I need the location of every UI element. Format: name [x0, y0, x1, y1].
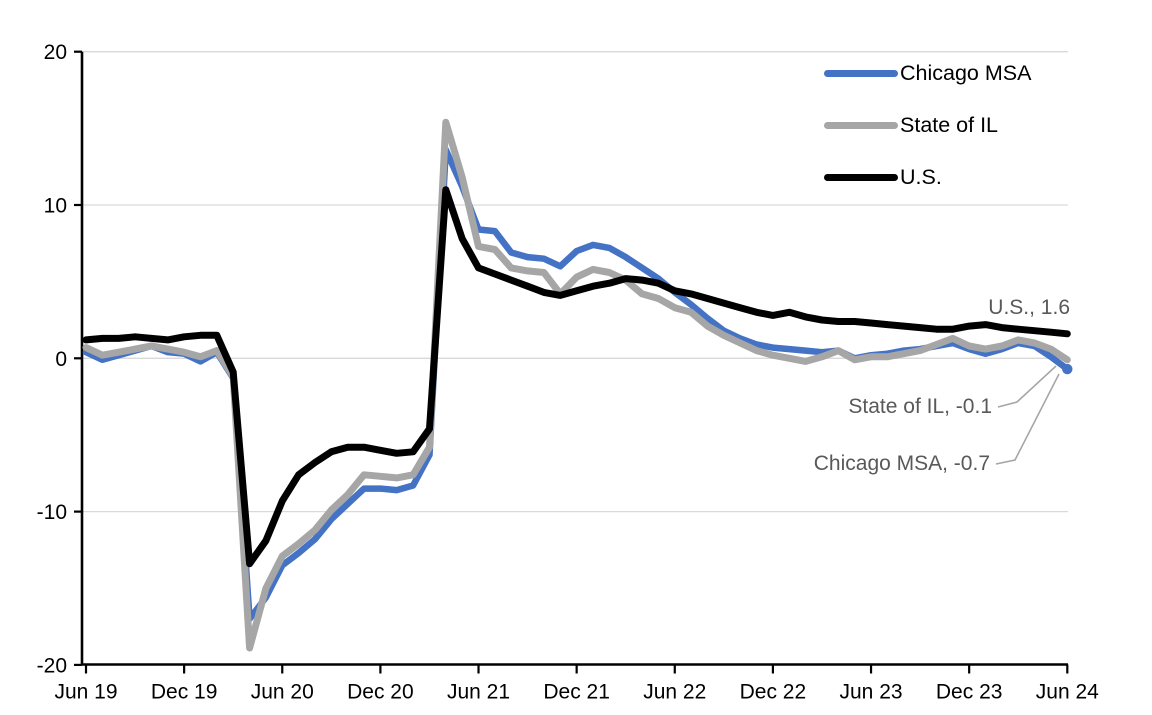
x-tick-label-dec-23: Dec 23 [936, 681, 1003, 704]
x-tick-label-jun-20: Jun 20 [251, 681, 314, 704]
x-tick-label-jun-24: Jun 24 [1036, 681, 1099, 704]
series-line-u-s [82, 186, 1071, 568]
leader-line-state-of-il [997, 365, 1057, 408]
x-tick-label-dec-22: Dec 22 [740, 681, 807, 704]
legend-item-chicago-msa: Chicago MSA [824, 56, 1031, 90]
y-tick-label-20: 20 [44, 41, 67, 64]
legend-item-state-of-il: State of IL [824, 108, 1031, 142]
x-tick-label-jun-19: Jun 19 [54, 681, 117, 704]
x-tick-label-jun-23: Jun 23 [840, 681, 903, 704]
legend-item-us: U.S. [824, 160, 1031, 194]
y-tick-label-10: 10 [44, 195, 67, 218]
x-tick-label-jun-22: Jun 22 [643, 681, 706, 704]
legend-line-sample-us [824, 173, 898, 181]
y-tick-label--20: -20 [37, 654, 67, 677]
annotation-state-of-il-final-value: State of IL, -0.1 [848, 395, 992, 418]
leader-line-chicago-msa [995, 373, 1060, 465]
x-tick-label-dec-20: Dec 20 [347, 681, 414, 704]
legend-line-sample-state-of-il [824, 121, 898, 129]
chart-legend: Chicago MSA State of IL U.S. [824, 56, 1031, 194]
series-line-state-of-il [82, 118, 1071, 652]
legend-label-chicago-msa: Chicago MSA [900, 60, 1032, 85]
y-tick-label-0: 0 [55, 348, 67, 371]
y-tick-label--10: -10 [37, 501, 67, 524]
x-tick-label-dec-19: Dec 19 [151, 681, 218, 704]
chicago-msa-endpoint-marker [1062, 363, 1073, 375]
legend-line-sample-chicago-msa [824, 69, 898, 77]
legend-label-state-of-il: State of IL [900, 112, 999, 137]
annotation-chicago-msa-final-value: Chicago MSA, -0.7 [813, 452, 990, 475]
x-tick-label-dec-21: Dec 21 [543, 681, 610, 704]
x-tick-label-jun-21: Jun 21 [447, 681, 510, 704]
annotation-us-final-value: U.S., 1.6 [988, 296, 1070, 319]
legend-label-us: U.S. [900, 164, 942, 189]
